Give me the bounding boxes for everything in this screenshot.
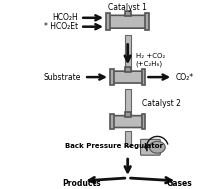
Bar [105,13,109,30]
Bar [141,114,145,129]
Bar [124,11,130,16]
Text: Gases: Gases [165,179,191,188]
FancyBboxPatch shape [108,15,146,28]
FancyBboxPatch shape [112,71,142,83]
Bar [124,132,130,146]
Text: (+C₂H₆): (+C₂H₆) [135,60,162,67]
Text: Catalyst 2: Catalyst 2 [141,99,179,108]
Bar [124,35,130,74]
Text: Back Pressure Regulator: Back Pressure Regulator [65,143,163,149]
Bar [109,69,113,85]
Text: Substrate: Substrate [44,73,81,82]
Text: Catalyst 1: Catalyst 1 [108,3,146,12]
Bar [124,89,130,119]
Bar [124,67,130,72]
Text: CO₂*: CO₂* [175,73,193,82]
Bar [124,112,130,117]
Bar [141,69,145,85]
Text: Products: Products [62,179,100,188]
Bar [145,13,149,30]
Text: * HCO₂Et: * HCO₂Et [44,22,78,31]
Text: HCO₂H: HCO₂H [52,13,78,22]
Text: H₂ +CO₂: H₂ +CO₂ [135,53,164,59]
FancyBboxPatch shape [140,139,160,155]
FancyBboxPatch shape [112,116,142,128]
Bar [109,114,113,129]
Ellipse shape [149,141,164,153]
